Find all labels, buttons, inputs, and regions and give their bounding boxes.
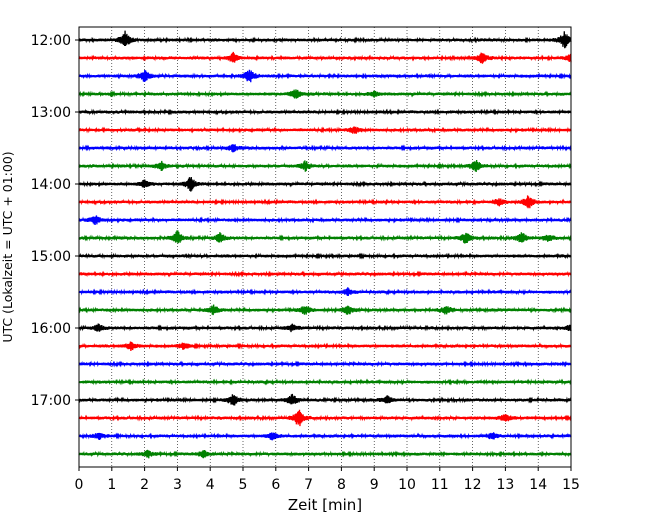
x-axis-ticks: 0 1 2 3 4 5 6 7 8 9 10 11 12 13 14 15: [75, 467, 580, 493]
y-tick-label: 14:00: [31, 177, 71, 193]
trace-line: [78, 252, 572, 260]
trace-line: [78, 449, 572, 459]
x-tick-label: 11: [431, 477, 449, 493]
x-tick-label: 14: [529, 477, 547, 493]
x-axis-label: Zeit [min]: [288, 496, 362, 514]
y-tick-label: 12:00: [31, 33, 71, 49]
y-axis-ticks: 12:00 13:00 14:00 15:00 16:00 17:00: [31, 33, 79, 409]
trace-line: [78, 176, 572, 192]
y-tick-label: 16:00: [31, 321, 71, 337]
trace-line: [78, 360, 572, 368]
trace-line: [78, 195, 572, 209]
trace-line: [78, 287, 572, 296]
x-tick-label: 12: [464, 477, 482, 493]
x-tick-label: 6: [271, 477, 280, 493]
trace-line: [78, 89, 572, 99]
trace-line: [78, 432, 572, 441]
x-tick-label: 4: [206, 477, 215, 493]
trace-line: [78, 30, 572, 49]
x-tick-label: 9: [370, 477, 379, 493]
trace-line: [78, 69, 572, 83]
vertical-gridlines: [111, 27, 539, 467]
y-axis-label: UTC (Lokalzeit = UTC + 01:00): [0, 151, 15, 342]
trace-line: [78, 51, 572, 64]
trace-line: [78, 304, 572, 316]
x-tick-label: 15: [562, 477, 580, 493]
trace-line: [78, 409, 572, 427]
trace-line: [78, 393, 572, 406]
trace-line: [78, 378, 572, 386]
x-tick-label: 1: [107, 477, 116, 493]
trace-line: [78, 144, 572, 153]
x-tick-label: 10: [398, 477, 416, 493]
x-tick-label: 5: [239, 477, 248, 493]
y-tick-label: 17:00: [31, 393, 71, 409]
trace-line: [78, 126, 572, 134]
plot-frame: [78, 26, 572, 468]
trace-line: [78, 230, 572, 244]
x-tick-label: 8: [337, 477, 346, 493]
trace-line: [78, 323, 572, 333]
x-tick-label: 13: [496, 477, 514, 493]
x-tick-label: 3: [173, 477, 182, 493]
trace-line: [78, 215, 572, 225]
y-tick-label: 13:00: [31, 105, 71, 121]
trace-line: [78, 270, 572, 278]
x-tick-label: 0: [75, 477, 84, 493]
seismogram-traces: [78, 30, 572, 459]
trace-line: [78, 108, 572, 116]
trace-line: [78, 160, 572, 173]
x-tick-label: 7: [304, 477, 313, 493]
y-tick-label: 15:00: [31, 249, 71, 265]
x-tick-label: 2: [140, 477, 149, 493]
trace-line: [78, 341, 572, 351]
